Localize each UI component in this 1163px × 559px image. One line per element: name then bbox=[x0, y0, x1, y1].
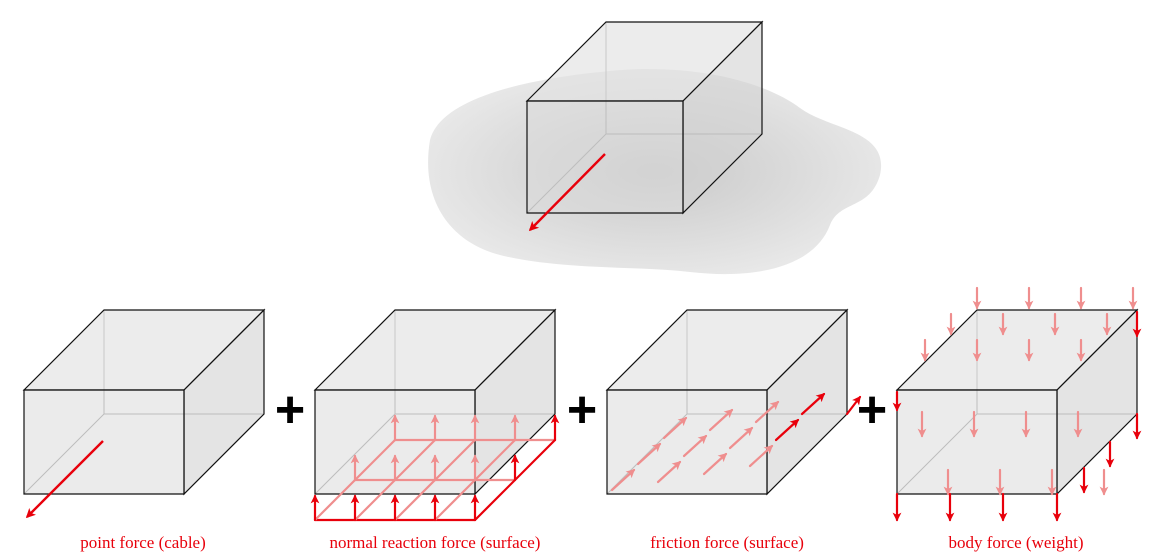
normal-reaction-grid bbox=[310, 414, 560, 522]
friction-force-arrow bbox=[702, 452, 728, 476]
body-force-panel bbox=[892, 286, 1142, 522]
caption-point-force: point force (cable) bbox=[80, 533, 206, 552]
friction-arrows bbox=[610, 392, 862, 492]
friction-force-arrow bbox=[845, 395, 862, 416]
friction-force-arrow bbox=[800, 392, 826, 416]
friction-force-arrow bbox=[662, 416, 688, 440]
friction-force-arrow bbox=[728, 426, 754, 450]
top-cable-force-arrow bbox=[528, 153, 606, 232]
box-point-force bbox=[22, 308, 266, 496]
friction-force-arrow bbox=[748, 444, 774, 468]
point-force-panel bbox=[22, 308, 266, 519]
friction-force-arrow bbox=[708, 408, 734, 432]
caption-body-force: body force (weight) bbox=[948, 533, 1084, 552]
box-friction-force bbox=[605, 308, 849, 496]
normal-force-panel bbox=[310, 308, 560, 522]
weight-arrows bbox=[892, 286, 1142, 522]
plus-sign-2: + bbox=[566, 381, 598, 439]
caption-normal-force: normal reaction force (surface) bbox=[329, 533, 541, 552]
caption-friction-force: friction force (surface) bbox=[650, 533, 804, 552]
friction-force-arrow bbox=[610, 468, 636, 492]
friction-force-panel bbox=[605, 308, 862, 496]
cable-force-arrow bbox=[25, 440, 104, 519]
friction-force-arrow bbox=[636, 442, 662, 466]
friction-force-arrow bbox=[682, 434, 708, 458]
plus-sign-1: + bbox=[274, 381, 306, 439]
plus-sign-3: + bbox=[856, 381, 888, 439]
top-box bbox=[525, 20, 764, 215]
top-scene bbox=[428, 20, 882, 275]
box-body-force bbox=[895, 308, 1139, 496]
friction-force-arrow bbox=[774, 418, 800, 442]
friction-force-arrow bbox=[754, 400, 780, 424]
friction-force-arrow bbox=[656, 460, 682, 484]
